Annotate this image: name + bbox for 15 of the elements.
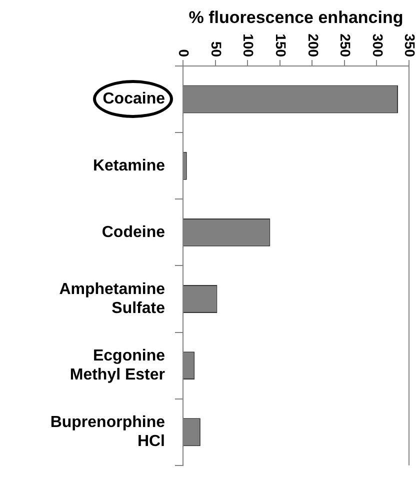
x-tick-label: 350 (402, 34, 416, 58)
y-tick-label: Ecgonine Methyl Ester (70, 347, 166, 384)
x-tick-label: 100 (240, 34, 257, 58)
x-tick-label: 200 (305, 34, 322, 58)
y-tick-label: Cocaine (102, 90, 166, 108)
x-tick-label: 50 (208, 41, 224, 58)
y-tick-label: Buprenorphine HCl (50, 414, 166, 450)
x-tick-label: 150 (273, 34, 289, 58)
x-axis-title: % fluorescence enhancing (188, 8, 404, 27)
y-tick-label: Codeine (102, 224, 166, 241)
y-tick-label: Amphetamine Sulfate (59, 280, 166, 317)
x-tick-label: 0 (176, 49, 192, 58)
x-tick-label: 250 (338, 34, 354, 58)
y-tick-label: Ketamine (92, 157, 166, 174)
x-tick-label: 300 (370, 34, 386, 58)
